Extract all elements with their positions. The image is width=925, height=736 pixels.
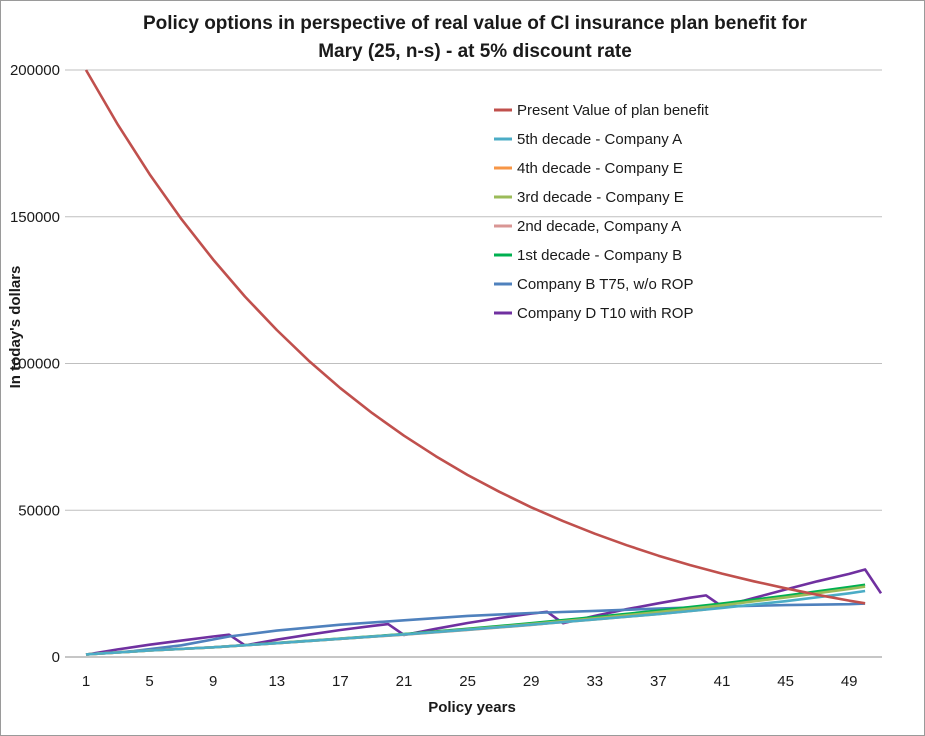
chart-title-line-2: Mary (25, n-s) - at 5% discount rate	[318, 41, 632, 62]
y-tick-label: 150000	[10, 209, 60, 226]
x-tick-label: 9	[209, 673, 217, 690]
y-tick-label: 0	[52, 649, 60, 666]
legend-label: 1st decade - Company B	[517, 247, 682, 264]
legend: Present Value of plan benefit 5th decade …	[494, 102, 709, 322]
x-tick-label: 21	[396, 673, 413, 690]
legend-label: 3rd decade - Company E	[517, 189, 684, 206]
y-tick-label: 50000	[18, 502, 60, 519]
x-axis-ticks: 1 5 9 13 17 21 25 29 33 37 41 45 49	[82, 673, 858, 690]
legend-label: Present Value of plan benefit	[517, 102, 709, 119]
x-tick-label: 1	[82, 673, 90, 690]
legend-label: Company B T75, w/o ROP	[517, 276, 693, 293]
x-tick-label: 33	[586, 673, 603, 690]
legend-label: 2nd decade, Company A	[517, 218, 681, 235]
y-tick-label: 100000	[10, 356, 60, 373]
series-line	[84, 69, 866, 605]
gridlines	[65, 69, 882, 658]
x-tick-label: 37	[650, 673, 667, 690]
x-tick-label: 41	[714, 673, 731, 690]
x-tick-label: 13	[268, 673, 285, 690]
legend-label: 4th decade - Company E	[517, 160, 683, 177]
series-line	[85, 589, 866, 656]
y-axis-title: In today's dollars	[7, 266, 24, 389]
series-line	[85, 568, 883, 656]
y-tick-label: 200000	[10, 62, 60, 79]
x-axis-title: Policy years	[428, 699, 516, 716]
series-line	[85, 602, 866, 656]
x-tick-label: 45	[777, 673, 794, 690]
x-tick-label: 49	[841, 673, 858, 690]
y-axis-ticks: 0 50000 100000 150000 200000	[10, 62, 60, 666]
x-tick-label: 25	[459, 673, 476, 690]
series-line	[85, 583, 866, 656]
chart-title-line-1: Policy options in perspective of real va…	[142, 13, 808, 34]
legend-label: 5th decade - Company A	[517, 131, 682, 148]
legend-label: Company D T10 with ROP	[517, 305, 693, 322]
x-tick-label: 29	[523, 673, 540, 690]
series-lines	[84, 69, 883, 656]
x-tick-label: 5	[145, 673, 153, 690]
x-tick-label: 17	[332, 673, 349, 690]
chart-title: Policy options in perspective of real va…	[60, 10, 890, 66]
